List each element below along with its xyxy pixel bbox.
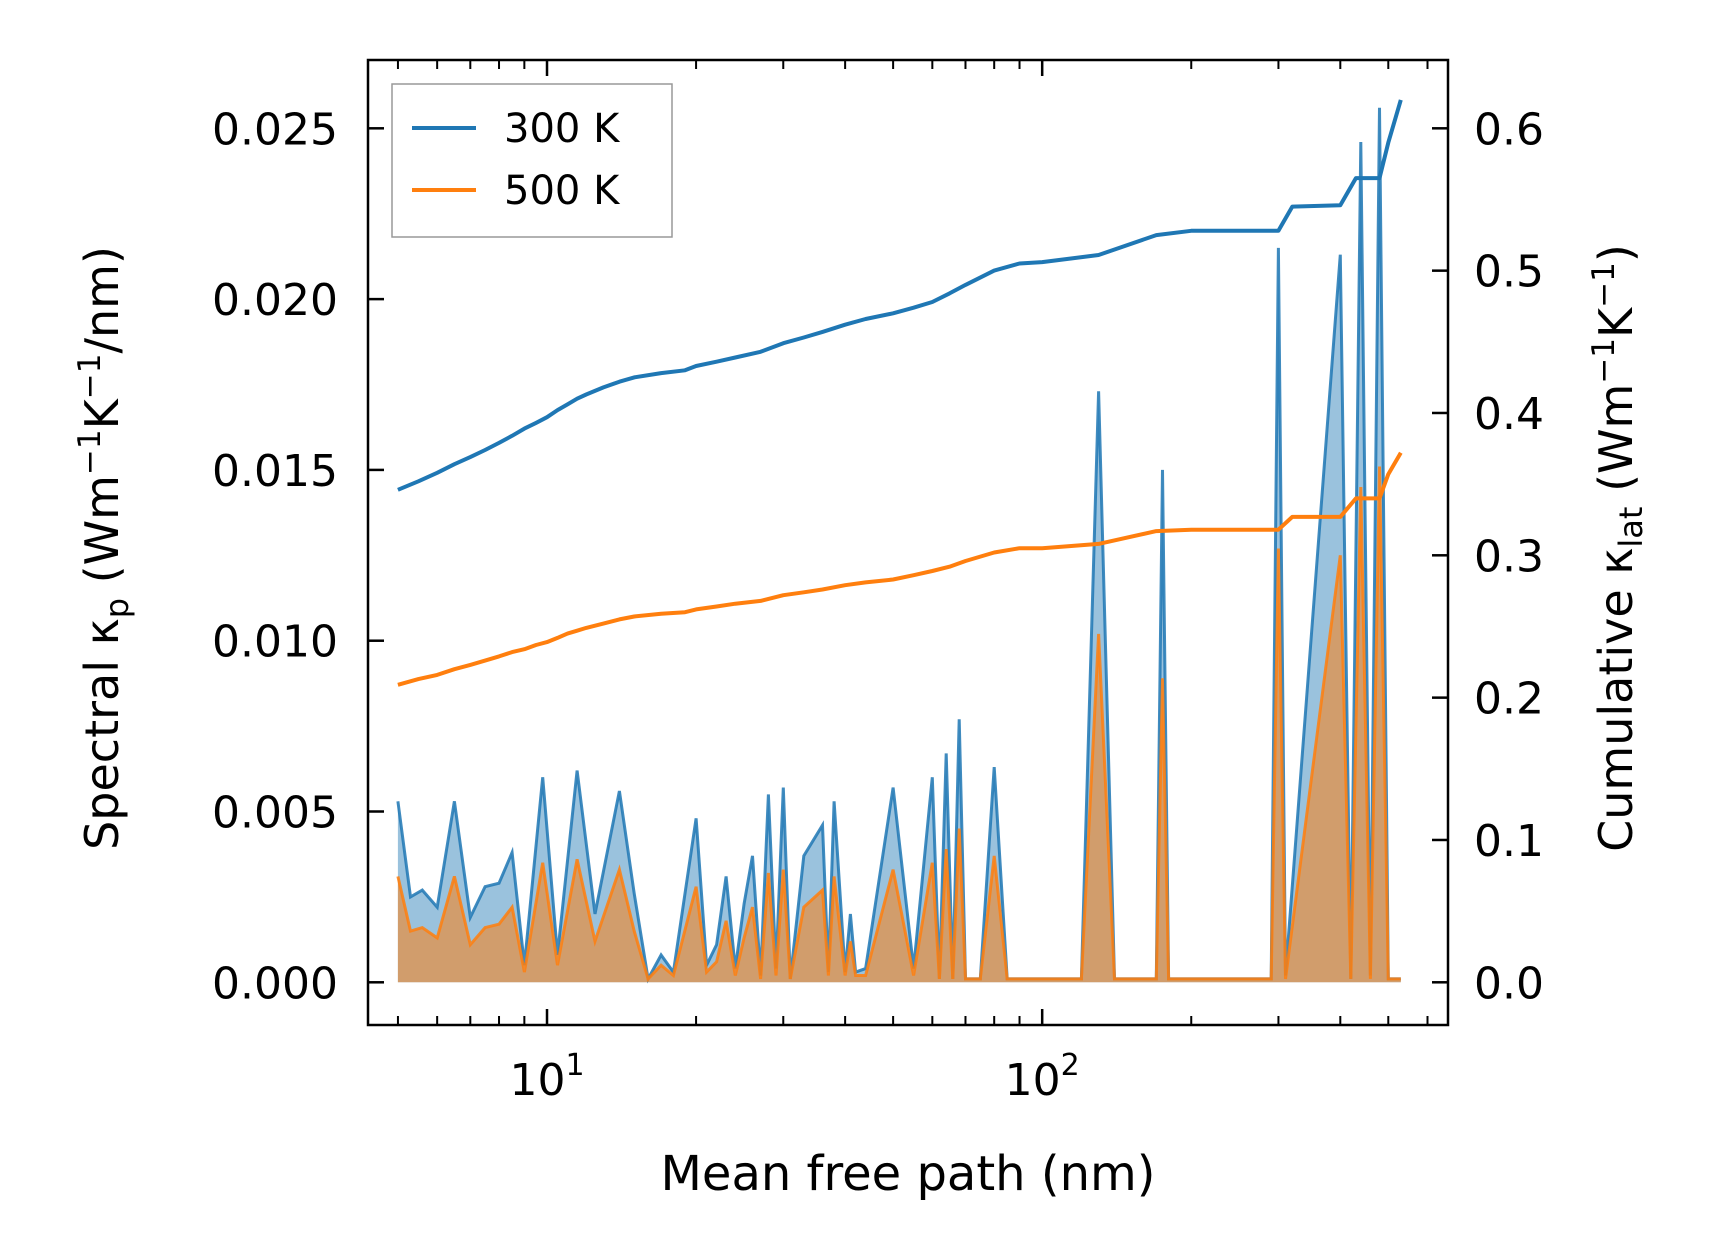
right-tick-label: 0.3 bbox=[1474, 531, 1544, 582]
cumulative-layer bbox=[397, 99, 1403, 687]
cumulative-line-500k bbox=[397, 451, 1403, 687]
legend: 300 K 500 K bbox=[391, 83, 673, 238]
spectral-layer bbox=[396, 107, 1401, 984]
x-tick-labels: 101 102 bbox=[509, 1048, 1079, 1106]
plot-frame bbox=[366, 58, 1450, 1027]
left-tick-labels: 0.000 0.005 0.010 0.015 0.020 0.025 bbox=[212, 104, 338, 1009]
left-axis-label: Spectral κp (Wm−1K−1/nm) bbox=[72, 246, 136, 850]
x-tick-label: 101 bbox=[509, 1048, 584, 1106]
legend-label-500k: 500 K bbox=[504, 168, 621, 214]
x-tick-exp: 1 bbox=[565, 1048, 584, 1083]
left-tick-label: 0.015 bbox=[212, 446, 338, 497]
spectral-line-500k bbox=[396, 466, 1401, 982]
right-tick-label: 0.4 bbox=[1474, 389, 1544, 440]
x-tick-base: 10 bbox=[509, 1055, 565, 1106]
x-tick-label: 102 bbox=[1005, 1048, 1080, 1106]
x-axis-label: Mean free path (nm) bbox=[661, 1146, 1156, 1202]
left-tick-label: 0.000 bbox=[212, 958, 338, 1009]
cumulative-line-300k bbox=[397, 99, 1403, 492]
left-tick-label: 0.010 bbox=[212, 617, 338, 668]
right-tick-label: 0.5 bbox=[1474, 247, 1544, 298]
left-tick-label: 0.005 bbox=[212, 788, 338, 839]
right-tick-label: 0.1 bbox=[1474, 816, 1544, 867]
right-tick-label: 0.2 bbox=[1474, 674, 1544, 725]
x-tick-base: 10 bbox=[1005, 1055, 1061, 1106]
left-tick-label: 0.020 bbox=[212, 275, 338, 326]
legend-label-300k: 300 K bbox=[504, 106, 621, 152]
right-tick-label: 0.0 bbox=[1474, 958, 1544, 1009]
right-axis-label: Cumulative κlat (Wm−1K−1) bbox=[1586, 244, 1650, 852]
ticks-layer bbox=[368, 60, 1448, 1025]
spectral-area-500k bbox=[397, 466, 1401, 983]
legend-frame bbox=[391, 83, 673, 238]
right-tick-labels: 0.0 0.1 0.2 0.3 0.4 0.5 0.6 bbox=[1474, 104, 1544, 1009]
right-tick-label: 0.6 bbox=[1474, 104, 1544, 155]
x-tick-exp: 2 bbox=[1061, 1048, 1080, 1083]
left-tick-label: 0.025 bbox=[212, 104, 338, 155]
